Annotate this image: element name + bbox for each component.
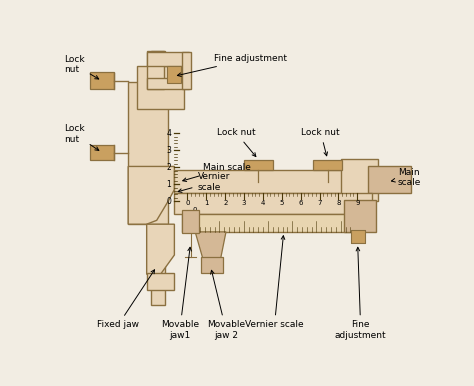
Text: 7: 7 <box>317 200 322 206</box>
Text: Lock
nut: Lock nut <box>64 55 99 79</box>
Text: 3: 3 <box>242 200 246 206</box>
Text: 1: 1 <box>204 200 209 206</box>
Bar <box>201 257 223 273</box>
Bar <box>90 73 114 90</box>
Bar <box>146 78 189 90</box>
Bar <box>182 52 191 90</box>
Text: 0: 0 <box>193 207 198 213</box>
Bar <box>167 66 181 83</box>
Text: 2: 2 <box>223 200 228 206</box>
Text: Fine adjustment: Fine adjustment <box>177 54 287 76</box>
Text: 2: 2 <box>166 163 171 172</box>
Text: Lock
nut: Lock nut <box>64 124 99 151</box>
Text: Vernier
scale: Vernier scale <box>178 172 230 192</box>
Text: 4: 4 <box>261 200 265 206</box>
Polygon shape <box>128 166 174 224</box>
Text: Main
scale: Main scale <box>392 168 421 187</box>
Text: 5: 5 <box>280 200 284 206</box>
Text: 6: 6 <box>299 200 303 206</box>
Bar <box>244 159 273 170</box>
Text: 0: 0 <box>166 196 171 206</box>
Bar <box>182 210 199 234</box>
Bar <box>146 52 189 66</box>
Polygon shape <box>195 232 226 259</box>
Bar <box>128 82 168 224</box>
Bar <box>182 214 357 232</box>
Polygon shape <box>146 224 174 274</box>
Text: Fine
adjustment: Fine adjustment <box>335 247 387 340</box>
Bar <box>137 66 183 109</box>
Text: 4: 4 <box>166 129 171 138</box>
Bar <box>146 51 164 90</box>
Bar <box>151 51 165 305</box>
Text: 3: 3 <box>166 146 171 155</box>
Text: Lock nut: Lock nut <box>217 128 256 157</box>
Bar <box>313 159 342 170</box>
Bar <box>341 159 378 201</box>
Text: 1: 1 <box>166 179 171 189</box>
Bar <box>344 200 376 232</box>
Text: Fixed jaw: Fixed jaw <box>97 270 155 329</box>
Bar <box>146 273 173 290</box>
Bar <box>352 230 365 244</box>
Text: Lock nut: Lock nut <box>301 128 340 156</box>
Text: Main scale: Main scale <box>183 164 251 181</box>
Bar <box>368 166 411 193</box>
Bar <box>174 170 346 193</box>
Bar <box>90 145 114 160</box>
Text: 0: 0 <box>185 200 190 206</box>
Text: 8: 8 <box>336 200 341 206</box>
Bar <box>174 193 372 214</box>
Text: Movable
jaw1: Movable jaw1 <box>161 247 199 340</box>
Text: Movable
jaw 2: Movable jaw 2 <box>207 270 245 340</box>
Text: Vernier scale: Vernier scale <box>245 236 304 329</box>
Text: 9: 9 <box>355 200 359 206</box>
